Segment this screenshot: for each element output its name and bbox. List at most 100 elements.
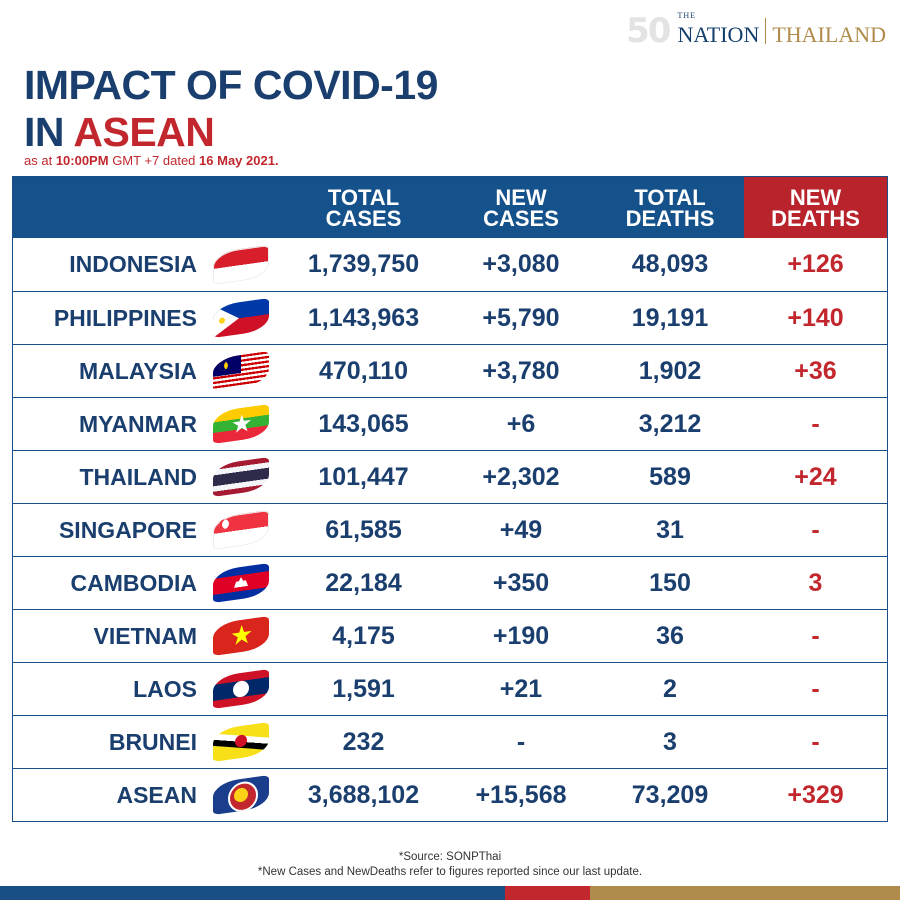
- logo-nation-word: NATION: [677, 22, 760, 47]
- total-cases-cell: 3,688,102: [307, 780, 420, 809]
- cambodia-flag-icon: [213, 563, 269, 603]
- new-deaths-cell: +329: [787, 780, 844, 809]
- country-name: ASEAN: [116, 781, 197, 808]
- total-cases-cell: 1,739,750: [307, 250, 420, 278]
- new-deaths-cell: -: [811, 727, 820, 756]
- header-total-cases-line1: TOTAL: [327, 184, 400, 210]
- country-cell: INDONESIA: [13, 238, 281, 291]
- country-cell: MALAYSIA: [13, 345, 281, 397]
- table-row: MALAYSIA 470,110 +3,780 1,902 +36: [13, 344, 887, 397]
- table-row: THAILAND 101,447 +2,302 589 +24: [13, 450, 887, 503]
- country-name: MALAYSIA: [79, 357, 197, 384]
- subtitle-time: 10:00PM: [55, 153, 109, 168]
- country-name: LAOS: [133, 675, 197, 702]
- table-row: PHILIPPINES 1,143,963 +5,790 19,191 +140: [13, 291, 887, 344]
- header-total-cases-line2: CASES: [325, 205, 402, 231]
- header-new-cases-line2: CASES: [483, 205, 559, 231]
- bottom-color-bar: [0, 886, 900, 900]
- bottom-bar-gold: [590, 886, 900, 900]
- country-cell: THAILAND: [13, 451, 281, 503]
- table-row: LAOS 1,591 +21 2 -: [13, 662, 887, 715]
- country-cell: SINGAPORE: [13, 504, 281, 556]
- subtitle-date: 16 May 2021.: [199, 153, 279, 168]
- covid-table: TOTAL CASES NEW CASES TOTAL DEATHS NEW D…: [12, 176, 888, 822]
- header-total-deaths-line1: TOTAL: [634, 184, 706, 210]
- total-cases-cell: 101,447: [318, 462, 409, 491]
- new-deaths-cell: -: [811, 621, 820, 650]
- header-total-deaths-line2: DEATHS: [625, 205, 715, 231]
- header-total-deaths: TOTAL DEATHS: [596, 177, 744, 238]
- country-name: PHILIPPINES: [53, 304, 197, 331]
- country-cell: CAMBODIA: [13, 557, 281, 609]
- total-deaths-cell: 48,093: [631, 250, 709, 278]
- table-row: ASEAN 3,688,102 +15,568 73,209 +329: [13, 768, 887, 821]
- source-note: *Source: SONPThai: [398, 851, 502, 863]
- new-deaths-cell: +36: [794, 356, 837, 385]
- total-deaths-cell: 589: [649, 462, 691, 491]
- total-cases-cell: 232: [342, 727, 385, 756]
- logo-the-text: THE: [677, 11, 697, 20]
- title-asean: ASEAN: [73, 109, 215, 155]
- table-row: INDONESIA 1,739,750 +3,080 48,093 +126: [13, 238, 887, 291]
- table-row: CAMBODIA 22,184 +350 150 3: [13, 556, 887, 609]
- subtitle-prefix: as at: [24, 153, 53, 168]
- nation-thailand-logo: 50 THE NATION THAILAND: [626, 11, 886, 51]
- total-cases-cell: 143,065: [318, 409, 409, 438]
- total-cases-cell: 1,143,963: [307, 303, 420, 332]
- subtitle-tz: GMT +7 dated: [112, 153, 196, 168]
- total-cases-cell: 22,184: [325, 568, 402, 597]
- total-deaths-cell: 1,902: [638, 356, 702, 385]
- malaysia-flag-icon: [213, 351, 269, 391]
- country-name: INDONESIA: [69, 251, 197, 277]
- header-new-deaths-line2: DEATHS: [771, 205, 860, 231]
- new-deaths-cell: -: [811, 409, 820, 438]
- bottom-bar-red: [505, 886, 590, 900]
- header-new-deaths-line1: NEW: [789, 184, 842, 210]
- new-cases-cell: +6: [506, 409, 536, 438]
- new-cases-cell: -: [516, 727, 526, 756]
- new-cases-cell: +3,080: [482, 250, 560, 278]
- country-name: VIETNAM: [93, 622, 198, 649]
- total-cases-cell: 61,585: [325, 515, 402, 544]
- country-name: BRUNEI: [108, 728, 197, 755]
- total-deaths-cell: 19,191: [631, 303, 709, 332]
- anniversary-50-mark: 50: [626, 11, 671, 51]
- new-cases-cell: +3,780: [482, 356, 560, 385]
- new-cases-cell: +49: [499, 515, 543, 544]
- header-new-deaths: NEW DEATHS: [744, 177, 887, 238]
- country-cell: BRUNEI: [13, 716, 281, 768]
- title-line-1: IMPACT OF COVID-19: [24, 62, 438, 108]
- laos-flag-icon: [213, 669, 269, 709]
- total-deaths-cell: 73,209: [631, 780, 709, 809]
- table-row: SINGAPORE 61,585 +49 31 -: [13, 503, 887, 556]
- total-cases-cell: 470,110: [319, 356, 408, 385]
- definition-note: *New Cases and NewDeaths refer to figure…: [257, 866, 643, 878]
- singapore-flag-icon: [213, 510, 269, 550]
- country-cell: VIETNAM: [13, 610, 281, 662]
- philippines-flag-icon: [213, 298, 269, 338]
- thailand-flag-icon: [213, 457, 269, 497]
- total-cases-cell: 1,591: [332, 674, 395, 703]
- table-row: BRUNEI 232 - 3 -: [13, 715, 887, 768]
- country-cell: ASEAN: [13, 769, 281, 821]
- header-new-cases-line1: NEW: [495, 184, 547, 210]
- country-name: CAMBODIA: [70, 569, 198, 596]
- logo-thailand-word: THAILAND: [772, 22, 886, 47]
- table-row: MYANMAR 143,065 +6 3,212 -: [13, 397, 887, 450]
- new-deaths-cell: -: [811, 515, 820, 544]
- title-in: IN: [24, 109, 65, 155]
- new-cases-cell: +15,568: [475, 780, 567, 809]
- header-new-cases: NEW CASES: [446, 177, 596, 238]
- country-cell: PHILIPPINES: [13, 292, 281, 344]
- header-total-cases: TOTAL CASES: [281, 177, 446, 238]
- logo-nation-text: THE NATION: [677, 12, 760, 47]
- new-cases-cell: +350: [492, 568, 550, 597]
- total-deaths-cell: 36: [656, 621, 684, 650]
- brunei-flag-icon: [213, 722, 269, 762]
- table-header: TOTAL CASES NEW CASES TOTAL DEATHS NEW D…: [13, 177, 887, 238]
- title-line-2: IN ASEAN: [24, 109, 438, 156]
- total-deaths-cell: 3,212: [638, 409, 702, 438]
- table-row: VIETNAM 4,175 +190 36 -: [13, 609, 887, 662]
- total-cases-cell: 4,175: [332, 621, 395, 650]
- total-deaths-cell: 3: [663, 727, 677, 756]
